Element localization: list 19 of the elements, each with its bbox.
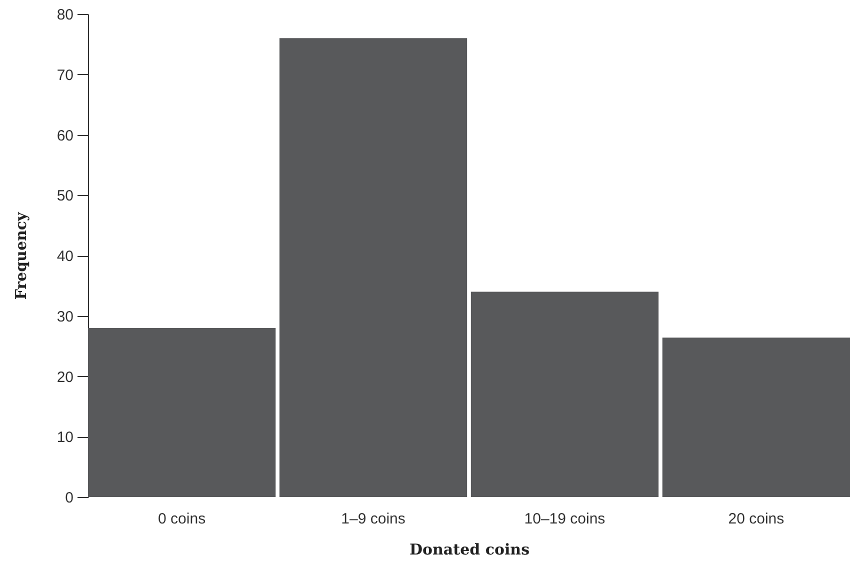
- x-tick-label: 1–9 coins: [341, 510, 406, 528]
- x-tick-label: 20 coins: [728, 510, 784, 528]
- x-tick-label: 10–19 coins: [524, 510, 606, 528]
- y-tick-label: 10: [56, 429, 74, 446]
- y-tick-label: 60: [56, 127, 74, 144]
- bar: [279, 38, 468, 497]
- x-axis-title: Donated coins: [409, 540, 530, 558]
- y-tick-label: 30: [56, 308, 74, 326]
- bar: [662, 338, 850, 497]
- x-tick-label: 0 coins: [158, 510, 206, 528]
- bar: [88, 328, 276, 497]
- y-tick-label: 20: [56, 368, 74, 386]
- y-tick-label: 50: [56, 188, 74, 205]
- y-tick-label: 0: [65, 490, 74, 506]
- y-axis-title: Frequency: [12, 210, 30, 300]
- y-tick-label: 40: [56, 248, 74, 265]
- y-tick-label: 70: [56, 66, 74, 84]
- y-tick-label: 80: [56, 6, 74, 24]
- bar: [470, 292, 659, 497]
